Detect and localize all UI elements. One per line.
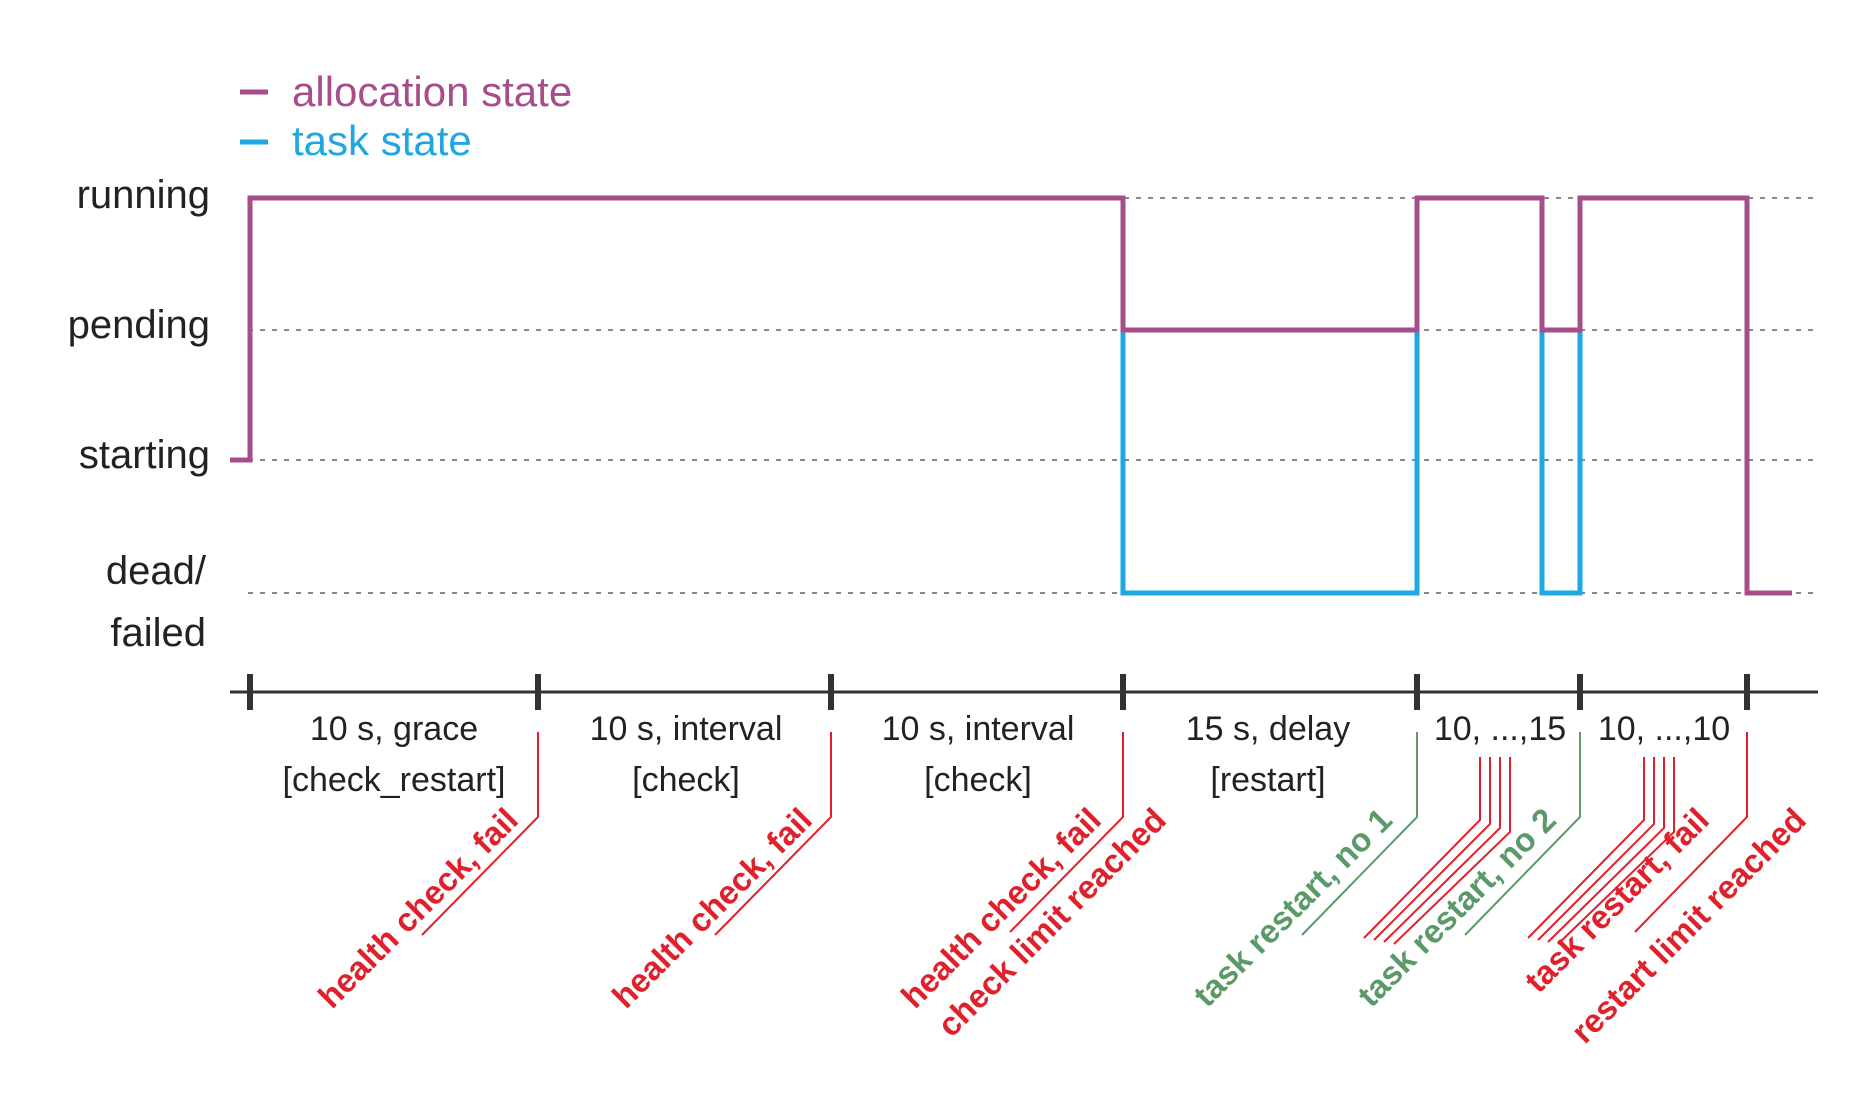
legend-label-task: task state <box>292 117 472 164</box>
event-leader-bundle-b <box>1547 757 1665 943</box>
segment-label-6-line1: 10, ...,10 <box>1598 710 1730 748</box>
level-label-dead: dead/ <box>106 549 207 593</box>
allocation-state-line <box>230 195 1792 596</box>
segment-label-2-line2: [check] <box>632 761 740 799</box>
event-leader-bundle-a <box>1363 757 1481 939</box>
level-label-failed: failed <box>110 611 206 655</box>
time-axis <box>230 674 1818 710</box>
segment-label-2-line1: 10 s, interval <box>590 710 783 748</box>
event-leader-health-check-1 <box>421 732 539 936</box>
event-leader-bundle-b <box>1527 757 1645 939</box>
task-state-line <box>1120 330 1583 596</box>
segment-label-4-line1: 15 s, delay <box>1186 710 1350 748</box>
segment-label-5-line1: 10, ...,15 <box>1434 710 1566 748</box>
segment-labels: 10 s, grace [check_restart] 10 s, interv… <box>283 710 1731 799</box>
event-label-health-check-fail-2: health check, fail <box>605 801 819 1015</box>
segment-label-1-line2: [check_restart] <box>283 761 506 799</box>
event-leader-bundle-a <box>1393 757 1511 945</box>
event-leader-task-restart-1 <box>1301 732 1418 936</box>
event-leader-health-check-3 <box>1009 732 1124 933</box>
task-state-trace-1 <box>1120 330 1420 596</box>
legend: allocation state task state <box>240 68 572 164</box>
event-leader-health-check-2 <box>714 732 832 936</box>
task-state-trace-2 <box>1539 330 1583 596</box>
event-labels: health check, fail health check, fail he… <box>311 801 1813 1050</box>
level-label-pending: pending <box>68 303 210 347</box>
event-leader-bundle-a <box>1383 757 1501 943</box>
event-leader-task-restart-2 <box>1464 732 1581 936</box>
event-leaders <box>421 732 1748 945</box>
segment-label-1-line1: 10 s, grace <box>310 710 478 748</box>
event-leader-bundle-a <box>1373 757 1491 941</box>
level-label-running: running <box>77 173 210 217</box>
segment-label-4-line2: [restart] <box>1210 761 1325 799</box>
segment-label-3-line2: [check] <box>924 761 1032 799</box>
event-label-health-check-fail-1: health check, fail <box>311 801 525 1015</box>
event-leader-bundle-b <box>1557 757 1675 945</box>
level-label-starting: starting <box>79 433 210 477</box>
legend-label-allocation: allocation state <box>292 68 572 115</box>
event-leader-restart-limit <box>1634 732 1748 933</box>
level-labels: running pending starting dead/ failed <box>68 173 210 655</box>
segment-label-3-line1: 10 s, interval <box>882 710 1075 748</box>
event-leader-bundle-b <box>1537 757 1655 941</box>
